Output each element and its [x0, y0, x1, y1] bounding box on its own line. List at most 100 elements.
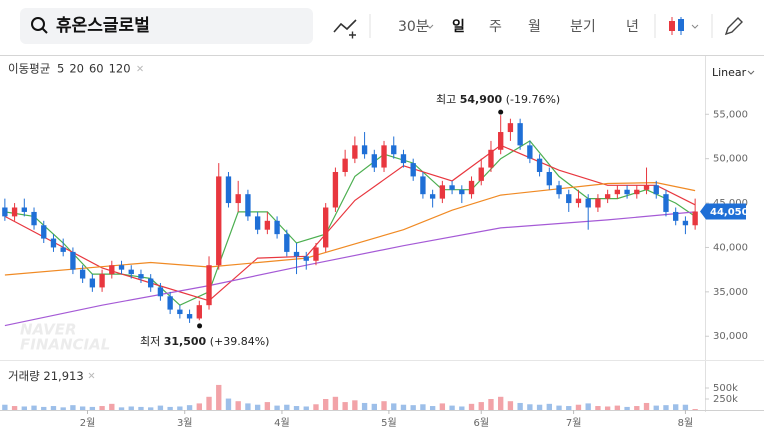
- candle-body: [138, 274, 144, 279]
- high-note: 최고 54,900 (-19.76%): [436, 93, 560, 106]
- candle-body: [342, 158, 348, 172]
- candle-body: [604, 194, 611, 199]
- volume-bar: [148, 407, 154, 410]
- volume-bar: [692, 409, 698, 410]
- ma-line: [4, 144, 696, 302]
- volume-bar: [274, 405, 280, 410]
- candle-body: [186, 314, 193, 319]
- candle-body: [157, 287, 164, 297]
- candle-body: [225, 176, 232, 204]
- candle-body: [371, 154, 377, 168]
- volume-bar: [89, 406, 96, 410]
- candle-body: [507, 123, 514, 133]
- candle-body: [11, 207, 18, 217]
- search-text[interactable]: 휴온스글로벌: [56, 15, 150, 36]
- ma-legend-item: 60: [89, 62, 104, 76]
- volume-bar: [361, 402, 368, 410]
- candle-body: [313, 247, 319, 261]
- scale-label[interactable]: Linear: [712, 66, 747, 79]
- y-tick-label: 55,000: [713, 109, 748, 120]
- volume-bar: [653, 405, 659, 410]
- volume-bar: [536, 404, 543, 410]
- x-tick-label: 5월: [381, 417, 397, 429]
- volume-bar: [614, 405, 621, 410]
- volume-bar: [604, 406, 611, 410]
- volume-bar: [507, 401, 514, 410]
- close-icon[interactable]: [137, 65, 143, 72]
- candle-body: [439, 185, 446, 199]
- ma-line: [4, 211, 696, 327]
- interval-tab[interactable]: 주: [489, 19, 502, 35]
- volume-bar: [216, 384, 222, 410]
- candle-body: [99, 274, 105, 288]
- interval-tab[interactable]: 월: [528, 19, 541, 35]
- volume-bar: [478, 402, 484, 410]
- volume-bar: [400, 404, 407, 410]
- chart-type-icon: [669, 21, 675, 31]
- volume-tick-label: 250k: [713, 394, 738, 405]
- candle-body: [41, 225, 47, 239]
- volume-bar: [575, 404, 582, 410]
- volume-bar: [196, 403, 202, 410]
- high-note-change: (-19.76%): [506, 93, 561, 106]
- interval-tab[interactable]: 년: [626, 19, 639, 35]
- low-note: 최저 31,500 (+39.84%): [140, 335, 269, 348]
- volume-bar: [566, 406, 572, 410]
- volume-bar: [682, 404, 689, 410]
- close-icon[interactable]: [88, 372, 95, 379]
- candle-body: [420, 176, 426, 195]
- candle-body: [400, 154, 407, 164]
- draw-icon[interactable]: [724, 17, 743, 36]
- candle-body: [459, 189, 465, 195]
- volume-tick-label: 500k: [713, 383, 738, 394]
- candle-body: [624, 189, 630, 195]
- candle-body: [410, 163, 416, 177]
- volume-bar: [313, 404, 319, 410]
- candle-body: [303, 256, 309, 261]
- candle-body: [468, 180, 475, 195]
- volume-bar: [41, 406, 47, 410]
- ma-legend-item: 120: [109, 62, 131, 76]
- volume-bar: [527, 404, 533, 410]
- ma-line: [4, 140, 696, 306]
- y-tick-label: 30,000: [713, 331, 748, 342]
- high-note-label: 최고: [436, 93, 456, 106]
- candle-body: [595, 198, 601, 208]
- candle-body: [284, 234, 290, 252]
- candle-body: [634, 189, 640, 195]
- scale-chevron: [747, 70, 755, 75]
- volume-bar: [235, 401, 241, 410]
- volume-bar: [167, 406, 173, 410]
- candle-body: [449, 185, 455, 190]
- volume-bar: [371, 403, 377, 410]
- watermark: NAVER: [20, 321, 77, 339]
- indicator-plus: [349, 31, 356, 39]
- candle-body: [31, 211, 37, 226]
- interval-tab[interactable]: 일: [452, 19, 465, 35]
- volume-bar: [585, 403, 591, 410]
- candle-body: [293, 251, 300, 257]
- volume-bar: [420, 404, 426, 410]
- volume-bar: [449, 405, 455, 410]
- candle-body: [556, 185, 562, 195]
- indicator-icon[interactable]: [333, 19, 357, 33]
- candle-body: [79, 269, 86, 279]
- volume-bar: [293, 406, 300, 410]
- volume-bar: [70, 405, 76, 410]
- interval-tab[interactable]: 분기: [570, 19, 596, 35]
- volume-bar: [109, 403, 115, 410]
- search-icon-handle: [41, 27, 48, 34]
- x-tick-label: 8월: [678, 417, 694, 429]
- candle-body: [381, 145, 387, 168]
- interval-tab[interactable]: 30분: [398, 19, 429, 35]
- volume-bar: [79, 406, 86, 410]
- volume-bar: [128, 406, 134, 410]
- volume-bar: [673, 404, 679, 410]
- x-tick-label: 3월: [177, 417, 193, 429]
- candle-body: [206, 265, 212, 306]
- candle-body: [109, 265, 115, 275]
- candle-body: [488, 149, 494, 168]
- last-price-tag: [700, 203, 746, 220]
- search-box[interactable]: [20, 8, 313, 44]
